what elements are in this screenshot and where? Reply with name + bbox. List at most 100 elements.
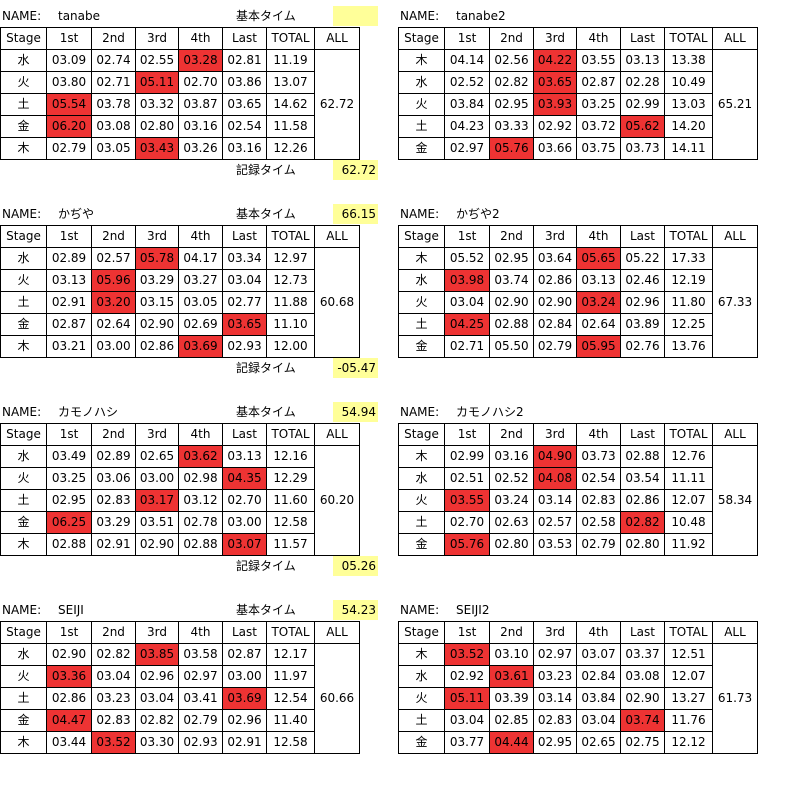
time-cell[interactable]: 03.16 (178, 115, 223, 138)
time-cell[interactable]: 03.00 (91, 335, 136, 358)
column-header[interactable]: 3rd (533, 225, 577, 248)
time-cell[interactable]: 04.22 (533, 49, 577, 72)
time-cell[interactable]: 02.28 (620, 71, 665, 94)
time-cell[interactable]: 03.08 (91, 115, 136, 138)
time-cell[interactable]: 05.95 (576, 335, 621, 358)
total-cell[interactable]: 11.11 (664, 467, 713, 490)
time-cell[interactable]: 02.96 (222, 709, 267, 732)
time-cell[interactable]: 02.82 (489, 71, 534, 94)
stage-cell[interactable]: 金 (0, 313, 47, 336)
time-cell[interactable]: 02.87 (576, 71, 621, 94)
column-header[interactable]: Last (620, 27, 665, 50)
column-header[interactable]: Last (222, 225, 267, 248)
stage-cell[interactable]: 金 (398, 533, 445, 556)
column-header[interactable]: ALL (314, 423, 360, 446)
total-cell[interactable]: 12.58 (266, 731, 315, 754)
time-cell[interactable]: 05.11 (135, 71, 179, 94)
column-header[interactable]: 1st (444, 225, 490, 248)
total-cell[interactable]: 13.76 (664, 335, 713, 358)
time-cell[interactable]: 03.54 (620, 467, 665, 490)
time-cell[interactable]: 03.66 (533, 137, 577, 160)
time-cell[interactable]: 02.91 (222, 731, 267, 754)
time-cell[interactable]: 03.65 (533, 71, 577, 94)
stage-cell[interactable]: 木 (0, 731, 47, 754)
time-cell[interactable]: 03.36 (46, 665, 92, 688)
time-cell[interactable]: 03.87 (178, 93, 223, 116)
time-cell[interactable]: 03.00 (222, 665, 267, 688)
time-cell[interactable]: 02.75 (620, 731, 665, 754)
stage-cell[interactable]: 木 (0, 533, 47, 556)
stage-cell[interactable]: 水 (0, 49, 47, 72)
time-cell[interactable]: 03.04 (222, 269, 267, 292)
time-cell[interactable]: 02.86 (533, 269, 577, 292)
time-cell[interactable]: 03.73 (620, 137, 665, 160)
total-cell[interactable]: 11.88 (266, 291, 315, 314)
time-cell[interactable]: 02.57 (533, 511, 577, 534)
total-cell[interactable]: 14.62 (266, 93, 315, 116)
time-cell[interactable]: 03.17 (135, 489, 179, 512)
total-cell[interactable]: 12.51 (664, 643, 713, 666)
time-cell[interactable]: 03.16 (222, 137, 267, 160)
column-header[interactable]: ALL (314, 621, 360, 644)
time-cell[interactable]: 03.26 (178, 137, 223, 160)
stage-cell[interactable]: 金 (398, 731, 445, 754)
stage-cell[interactable]: 木 (0, 335, 47, 358)
column-header[interactable]: Stage (0, 423, 47, 446)
time-cell[interactable]: 03.23 (91, 687, 136, 710)
stage-cell[interactable]: 木 (0, 137, 47, 160)
time-cell[interactable]: 02.54 (222, 115, 267, 138)
stage-cell[interactable]: 土 (398, 313, 445, 336)
time-cell[interactable]: 02.98 (178, 467, 223, 490)
time-cell[interactable]: 03.08 (620, 665, 665, 688)
column-header[interactable]: TOTAL (266, 27, 315, 50)
total-cell[interactable]: 12.12 (664, 731, 713, 754)
all-cell[interactable]: 67.33 (712, 247, 758, 358)
stage-cell[interactable]: 金 (0, 709, 47, 732)
time-cell[interactable]: 02.96 (620, 291, 665, 314)
stage-cell[interactable]: 金 (0, 115, 47, 138)
time-cell[interactable]: 02.70 (444, 511, 490, 534)
time-cell[interactable]: 03.05 (178, 291, 223, 314)
time-cell[interactable]: 03.74 (489, 269, 534, 292)
time-cell[interactable]: 02.90 (489, 291, 534, 314)
time-cell[interactable]: 02.54 (576, 467, 621, 490)
time-cell[interactable]: 05.50 (489, 335, 534, 358)
time-cell[interactable]: 03.24 (576, 291, 621, 314)
time-cell[interactable]: 04.23 (444, 115, 490, 138)
column-header[interactable]: ALL (712, 225, 758, 248)
time-cell[interactable]: 02.71 (444, 335, 490, 358)
all-cell[interactable]: 61.73 (712, 643, 758, 754)
column-header[interactable]: TOTAL (664, 225, 713, 248)
all-cell[interactable]: 65.21 (712, 49, 758, 160)
time-cell[interactable]: 02.80 (135, 115, 179, 138)
time-cell[interactable]: 04.14 (444, 49, 490, 72)
time-cell[interactable]: 02.96 (135, 665, 179, 688)
time-cell[interactable]: 03.85 (135, 643, 179, 666)
stage-cell[interactable]: 金 (398, 335, 445, 358)
time-cell[interactable]: 03.84 (444, 93, 490, 116)
stage-cell[interactable]: 火 (398, 489, 445, 512)
column-header[interactable]: Stage (0, 621, 47, 644)
column-header[interactable]: 3rd (135, 621, 179, 644)
column-header[interactable]: Last (620, 225, 665, 248)
stage-cell[interactable]: 火 (0, 665, 47, 688)
time-cell[interactable]: 03.04 (444, 291, 490, 314)
stage-cell[interactable]: 火 (398, 687, 445, 710)
stage-cell[interactable]: 水 (398, 269, 445, 292)
time-cell[interactable]: 02.90 (46, 643, 92, 666)
time-cell[interactable]: 03.49 (46, 445, 92, 468)
column-header[interactable]: 1st (444, 423, 490, 446)
column-header[interactable]: 2nd (91, 423, 136, 446)
time-cell[interactable]: 03.64 (533, 247, 577, 270)
column-header[interactable]: 2nd (91, 225, 136, 248)
time-cell[interactable]: 02.83 (576, 489, 621, 512)
all-cell[interactable]: 60.66 (314, 643, 360, 754)
column-header[interactable]: 3rd (533, 621, 577, 644)
time-cell[interactable]: 02.91 (46, 291, 92, 314)
time-cell[interactable]: 05.62 (620, 115, 665, 138)
column-header[interactable]: Stage (398, 621, 445, 644)
total-cell[interactable]: 10.49 (664, 71, 713, 94)
time-cell[interactable]: 03.53 (533, 533, 577, 556)
column-header[interactable]: ALL (314, 27, 360, 50)
time-cell[interactable]: 04.47 (46, 709, 92, 732)
